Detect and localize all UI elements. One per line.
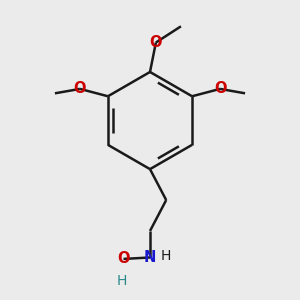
Text: O: O (150, 35, 162, 50)
Text: O: O (74, 81, 86, 96)
Text: O: O (117, 251, 130, 266)
Text: O: O (214, 81, 226, 96)
Text: H: H (161, 249, 171, 263)
Text: H: H (117, 274, 127, 288)
Text: N: N (144, 250, 156, 265)
